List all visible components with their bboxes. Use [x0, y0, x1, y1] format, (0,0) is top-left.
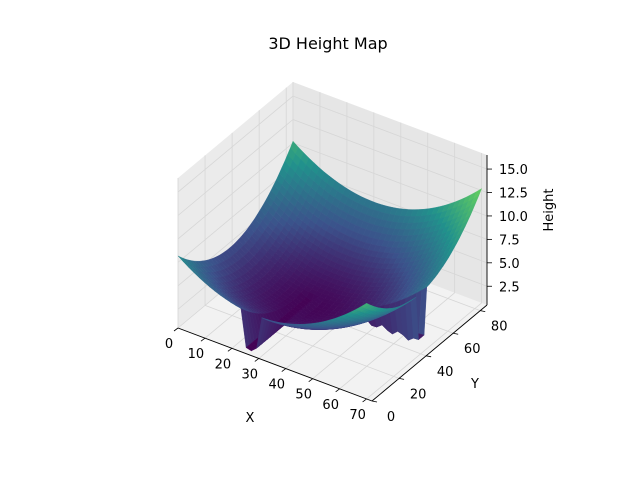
z-tick-label: 5.0: [499, 257, 520, 272]
y-axis-line: [371, 304, 488, 402]
grid-z-wall: [177, 95, 294, 193]
grid-z-wall: [177, 142, 294, 240]
grid-y-floor: [204, 305, 400, 379]
x-tick-mark: [227, 347, 233, 352]
y-tick-mark: [398, 378, 405, 380]
y-tick-label: 40: [437, 365, 454, 380]
surface-mesh: [177, 140, 483, 352]
x-tick-label: 10: [188, 347, 205, 362]
y-tick-mark: [426, 355, 432, 358]
x-tick-label: 70: [349, 408, 366, 423]
x-tick-mark: [362, 398, 367, 403]
x-tick-mark: [308, 378, 313, 383]
grid-z-back: [292, 119, 488, 193]
grid-x-floor: [366, 302, 482, 400]
z-tick-label: 2.5: [499, 280, 520, 295]
y-tick-mark: [371, 400, 378, 403]
grid-z-back: [292, 95, 488, 170]
z-tick-label: 10.0: [499, 210, 528, 225]
z-tick-label: 12.5: [499, 187, 528, 202]
y-axis-label: Y: [470, 377, 479, 392]
x-tick-label: 30: [242, 367, 259, 382]
grid-z-wall: [177, 119, 294, 216]
chart-title: 3D Height Map: [268, 34, 387, 53]
z-axis-label: Height: [542, 189, 557, 232]
tick-labels: 0 10 20 30 40 50 60 70 0 20 40 60 80 2.5 5.0 7.5 10.0 12.…: [165, 163, 528, 425]
y-tick-label: 20: [410, 387, 427, 402]
x-tick-mark: [281, 368, 287, 372]
x-tick-label: 60: [322, 398, 339, 413]
x-tick-label: 40: [269, 378, 286, 393]
surface-cell: [360, 302, 370, 308]
x-tick-mark: [254, 358, 260, 362]
x-tick-label: 0: [165, 337, 173, 352]
y-tick-label: 60: [464, 342, 481, 357]
y-tick-mark: [453, 332, 459, 335]
y-tick-label: 0: [387, 410, 395, 425]
grid-z-wall: [177, 166, 294, 263]
x-axis-label: X: [246, 411, 255, 426]
y-tick-label: 80: [491, 320, 508, 335]
x-tick-mark: [173, 327, 179, 332]
x-tick-mark: [200, 337, 206, 342]
y-tick-mark: [480, 310, 486, 313]
z-tick-label: 7.5: [499, 233, 520, 248]
x-tick-mark: [335, 388, 340, 393]
z-tick-label: 15.0: [499, 163, 528, 178]
x-tick-label: 50: [295, 388, 312, 403]
grid-x-floor: [339, 292, 455, 390]
x-tick-label: 20: [215, 357, 232, 372]
